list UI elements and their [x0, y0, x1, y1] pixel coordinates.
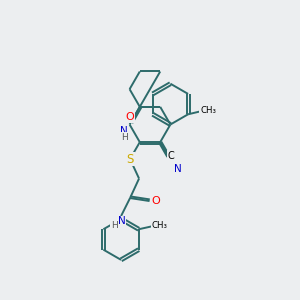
Text: CH₃: CH₃	[200, 106, 216, 115]
Text: N: N	[118, 217, 125, 226]
Text: CH₃: CH₃	[152, 220, 168, 230]
Text: H: H	[111, 221, 118, 230]
Text: O: O	[125, 112, 134, 122]
Text: H: H	[121, 133, 128, 142]
Text: N: N	[175, 164, 182, 174]
Text: C: C	[167, 151, 174, 161]
Text: O: O	[152, 196, 161, 206]
Text: N: N	[120, 126, 128, 136]
Text: S: S	[126, 153, 134, 166]
